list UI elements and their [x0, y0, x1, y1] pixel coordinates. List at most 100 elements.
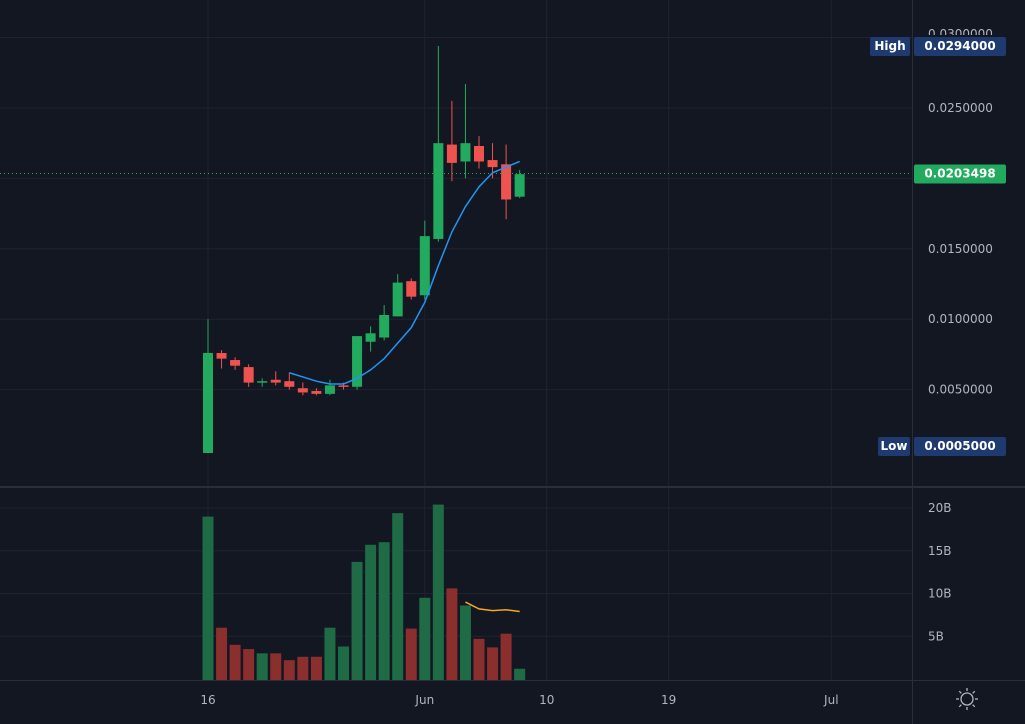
price-tick-partial: 0.0300000 — [928, 27, 993, 41]
volume-bar — [446, 588, 458, 680]
low-badge-value: 0.0005000 — [924, 439, 995, 453]
candle — [311, 388, 322, 396]
low-badge: Low 0.0005000 — [878, 437, 1006, 456]
candle-body — [230, 360, 241, 366]
low-badge-value-box — [914, 437, 1006, 456]
volume-bar — [338, 646, 349, 680]
candle — [324, 379, 335, 396]
volume-tick-label: 20B — [928, 501, 952, 515]
volume-bar — [351, 561, 363, 680]
volume-bar — [378, 542, 390, 680]
last-price-badge-value: 0.0203498 — [924, 166, 995, 180]
time-axis[interactable]: 16 Jun 10 19 Jul — [200, 693, 838, 707]
time-tick-label: 10 — [539, 693, 554, 707]
volume-bar — [310, 656, 322, 680]
candle-body — [514, 174, 525, 197]
candle — [297, 382, 308, 396]
volume-moving-average — [465, 601, 520, 613]
high-badge: High 0.0294000 — [870, 37, 1006, 56]
volume-bar — [392, 513, 404, 680]
sun-core — [960, 692, 974, 706]
candle-body — [406, 281, 417, 297]
sun-settings-icon — [956, 688, 978, 710]
volume-bar — [514, 668, 526, 680]
price-badges: High 0.0294000 Low 0.0005000 0.0203498 — [870, 37, 1006, 456]
volume-axis[interactable]: 5B 10B 15B 20B — [928, 501, 952, 643]
high-badge-value: 0.0294000 — [924, 39, 995, 53]
volume-bar — [270, 653, 282, 680]
candle-body — [243, 367, 254, 383]
candle-body — [297, 388, 308, 393]
volume-bar — [432, 504, 444, 680]
time-tick-label: Jun — [414, 693, 434, 707]
low-badge-label: Low — [881, 439, 908, 453]
volume-bar — [256, 653, 268, 680]
candle-body — [203, 353, 213, 453]
price-ma-line — [289, 160, 520, 385]
volume-bar — [419, 597, 431, 680]
candle-body — [338, 385, 349, 387]
candle — [446, 100, 457, 182]
candle — [474, 136, 484, 169]
candle — [352, 336, 363, 390]
candle-body — [257, 381, 268, 383]
volume-tick-label: 5B — [928, 629, 944, 643]
candle-body — [487, 160, 498, 168]
volume-bar — [487, 647, 499, 680]
last-price-badge: 0.0203498 — [914, 164, 1006, 184]
sun-ray — [958, 690, 962, 694]
volume-bar — [243, 649, 255, 680]
time-tick-label: 16 — [200, 693, 215, 707]
candle-body — [501, 164, 512, 200]
candle — [257, 378, 268, 387]
volume-bar — [202, 516, 214, 680]
candle-body — [379, 314, 390, 338]
volume-bar — [500, 633, 512, 680]
candle-body — [419, 236, 430, 296]
candle — [270, 371, 281, 386]
price-candles — [203, 46, 525, 453]
volume-ma-line — [465, 601, 520, 613]
price-moving-average — [289, 160, 520, 385]
candle — [284, 372, 295, 390]
volume-bar — [216, 627, 228, 680]
low-badge-label-box — [878, 437, 910, 456]
volume-tick-label: 15B — [928, 544, 952, 558]
candle — [216, 350, 227, 369]
sun-ray — [958, 704, 962, 708]
candle — [203, 319, 213, 453]
sun-ray — [972, 690, 976, 694]
candle — [433, 46, 444, 242]
candle — [379, 305, 390, 341]
volume-bar — [473, 638, 485, 680]
candle-body — [392, 282, 403, 317]
volume-bar — [283, 660, 295, 680]
price-tick-label: 0.0150000 — [928, 242, 993, 256]
price-tick-label: 0.0250000 — [928, 101, 993, 115]
high-badge-label: High — [874, 39, 905, 53]
volume-bars — [202, 504, 526, 680]
candle — [365, 326, 376, 352]
candle — [419, 220, 430, 300]
sun-ray — [972, 704, 976, 708]
candle — [230, 357, 241, 370]
volume-bar — [324, 627, 336, 680]
candle-body — [311, 391, 322, 394]
candle-body — [474, 145, 484, 162]
volume-tick-label: 10B — [928, 587, 952, 601]
candle-body — [460, 143, 471, 162]
candle-body — [433, 143, 444, 239]
price-axis[interactable]: 0.0050000 0.0100000 0.0150000 0.0250000 0.03… — [928, 27, 993, 397]
candle-body — [365, 333, 376, 342]
candle-body — [284, 381, 295, 387]
price-tick-label-partial: 0.0300000 — [928, 27, 993, 41]
settings-button[interactable] — [956, 688, 978, 710]
time-tick-label: Jul — [823, 693, 838, 707]
last-price-badge-value-box — [914, 164, 1006, 184]
candle-body — [352, 336, 363, 387]
high-badge-value-box — [914, 37, 1006, 56]
